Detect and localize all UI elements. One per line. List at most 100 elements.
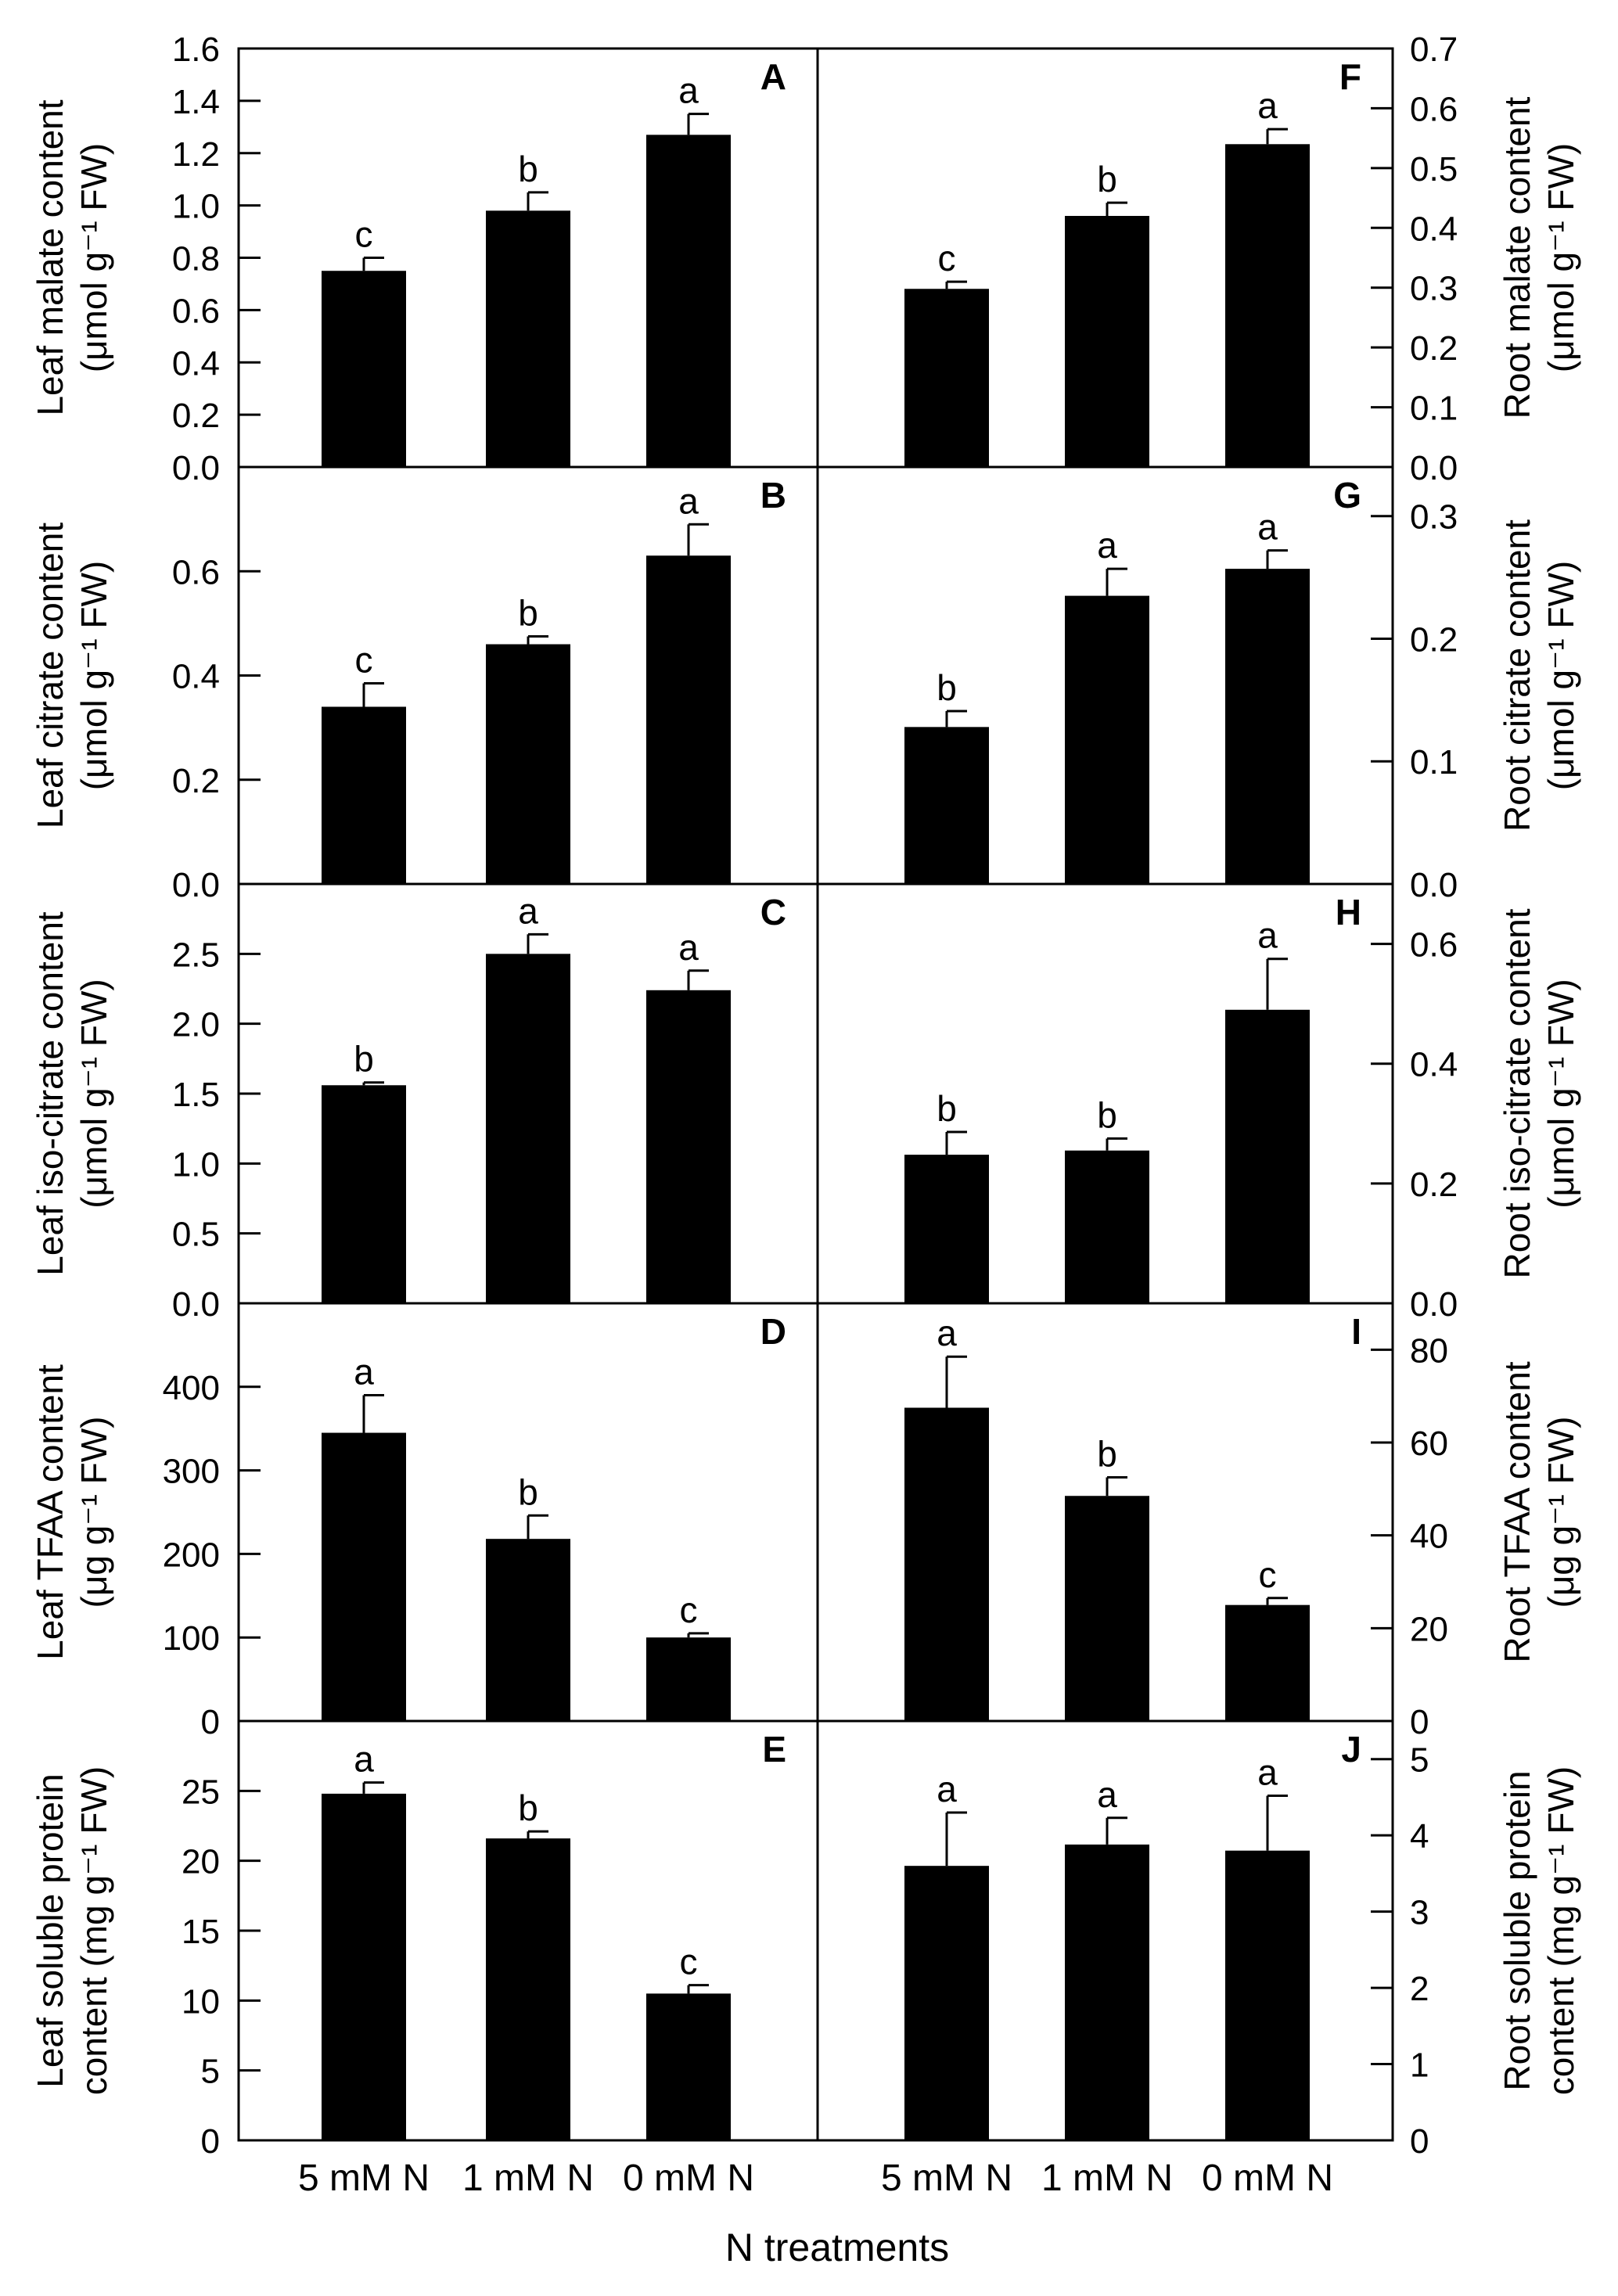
significance-letter: a (354, 1351, 374, 1392)
y-axis-label-line: Root malate content (1497, 96, 1537, 419)
y-tick-label: 0.8 (172, 240, 220, 278)
bar (904, 1407, 989, 1721)
y-tick-label: 1.0 (172, 188, 220, 226)
panels: 0.0 0.2 0.4 0.6 0.8 1.0 1.2 1.4 1.6 c b a A Leaf mala… (30, 31, 1581, 2161)
bar (486, 644, 570, 884)
y-tick-label: 0.0 (172, 1285, 220, 1324)
bar (646, 1637, 731, 1721)
panel-letter: D (760, 1311, 786, 1352)
y-axis-label-line: content (mg g⁻¹ FW) (74, 1766, 114, 2095)
y-tick-label: 1.6 (172, 31, 220, 69)
bar (1065, 1496, 1149, 1721)
y-tick-label: 0.7 (1410, 31, 1458, 69)
y-axis-label: Root soluble proteincontent (mg g⁻¹ FW) (1497, 1766, 1581, 2095)
y-tick-label: 10 (182, 1982, 220, 2021)
bar (904, 1866, 989, 2140)
significance-letter: c (680, 1942, 698, 1982)
bar (1065, 216, 1149, 467)
bar (486, 954, 570, 1303)
bar (322, 1793, 406, 2140)
bar (486, 1838, 570, 2140)
y-tick-label: 25 (182, 1773, 220, 1811)
panel-letter: G (1333, 475, 1361, 516)
y-axis-label: Leaf citrate content(μmol g⁻¹ FW) (30, 523, 114, 828)
y-axis-label: Leaf malate content(μmol g⁻¹ FW) (30, 99, 114, 415)
panel-letter: I (1351, 1311, 1361, 1352)
y-tick-label: 15 (182, 1913, 220, 1951)
bar (904, 289, 989, 467)
bar (322, 706, 406, 884)
bar (646, 135, 731, 467)
y-axis-label-line: Leaf citrate content (30, 523, 70, 828)
bar (322, 271, 406, 467)
significance-letter: c (355, 214, 373, 255)
y-tick-label: 0.4 (1410, 210, 1458, 248)
bar (1225, 1009, 1310, 1303)
panel-letter: F (1339, 56, 1361, 97)
x-category-label: 1 mM N (462, 2158, 594, 2199)
y-tick-label: 0 (1410, 1703, 1429, 1741)
bar (904, 727, 989, 884)
y-tick-label: 80 (1410, 1331, 1448, 1370)
significance-letter: c (1259, 1554, 1277, 1595)
y-tick-label: 0.2 (1410, 620, 1458, 659)
y-tick-label: 1.0 (172, 1145, 220, 1184)
y-tick-label: 0.3 (1410, 270, 1458, 308)
y-axis-label-line: Leaf malate content (30, 99, 70, 415)
significance-letter: b (518, 593, 538, 634)
y-tick-label: 1.2 (172, 135, 220, 174)
y-tick-label: 0.0 (172, 866, 220, 904)
y-axis-label: Root malate content(μmol g⁻¹ FW) (1497, 96, 1581, 419)
significance-letter: b (518, 149, 538, 189)
y-axis-label-line: (μmol g⁻¹ FW) (1541, 979, 1581, 1209)
x-category-label: 0 mM N (1202, 2158, 1333, 2199)
y-axis-label-line: (μg g⁻¹ FW) (74, 1417, 114, 1608)
y-tick-label: 0 (201, 2122, 220, 2161)
y-axis-label: Leaf TFAA content(μg g⁻¹ FW) (30, 1364, 114, 1660)
y-tick-label: 2.5 (172, 936, 220, 974)
significance-letter: a (1097, 1774, 1117, 1815)
panel-a: 0.0 0.2 0.4 0.6 0.8 1.0 1.2 1.4 1.6 c b a A Leaf mala… (30, 31, 819, 487)
panel-e: 0 5 10 15 20 25 a b c E Leaf soluble proteinconten… (30, 1719, 819, 2161)
y-tick-label: 0 (1410, 2122, 1429, 2161)
significance-letter: b (1097, 1434, 1117, 1475)
y-axis-label-line: (μmol g⁻¹ FW) (1541, 561, 1581, 791)
panel-letter: E (762, 1729, 786, 1770)
panel-letter: H (1336, 892, 1361, 932)
bar (1225, 1850, 1310, 2140)
y-tick-label: 0.1 (1410, 743, 1458, 782)
bar (322, 1085, 406, 1303)
y-tick-label: 0.1 (1410, 390, 1458, 428)
y-tick-label: 100 (163, 1619, 220, 1658)
x-axis-title: N treatments (725, 2226, 949, 2269)
y-axis-label-line: (μmol g⁻¹ FW) (74, 143, 114, 373)
y-tick-label: 60 (1410, 1425, 1448, 1463)
y-tick-label: 300 (163, 1453, 220, 1491)
y-tick-label: 0 (201, 1703, 220, 1741)
y-tick-label: 400 (163, 1369, 220, 1407)
x-category-label: 1 mM N (1041, 2158, 1173, 2199)
significance-letter: a (678, 480, 699, 521)
y-axis-label: Leaf soluble proteincontent (mg g⁻¹ FW) (30, 1766, 114, 2095)
y-axis-label-line: (μmol g⁻¹ FW) (1541, 143, 1581, 373)
y-tick-label: 2.0 (172, 1006, 220, 1044)
y-tick-label: 0.2 (172, 397, 220, 435)
y-axis-label-line: Leaf iso-citrate content (30, 911, 70, 1276)
y-tick-label: 4 (1410, 1817, 1429, 1856)
bar (486, 210, 570, 467)
y-axis-label: Root citrate content(μmol g⁻¹ FW) (1497, 519, 1581, 832)
x-category-label: 5 mM N (298, 2158, 430, 2199)
y-tick-label: 1.5 (172, 1076, 220, 1114)
y-axis-label-line: Leaf soluble protein (30, 1773, 70, 2088)
bar (646, 555, 731, 884)
y-tick-label: 0.3 (1410, 498, 1458, 537)
panel-letter: J (1341, 1729, 1361, 1770)
significance-letter: a (1257, 85, 1278, 126)
bar (486, 1539, 570, 1721)
y-tick-label: 0.0 (1410, 1285, 1458, 1324)
y-axis-label-line: content (mg g⁻¹ FW) (1541, 1766, 1581, 2095)
y-tick-label: 0.2 (172, 762, 220, 800)
y-tick-label: 0.6 (1410, 926, 1458, 965)
panel-letter: A (760, 56, 786, 97)
